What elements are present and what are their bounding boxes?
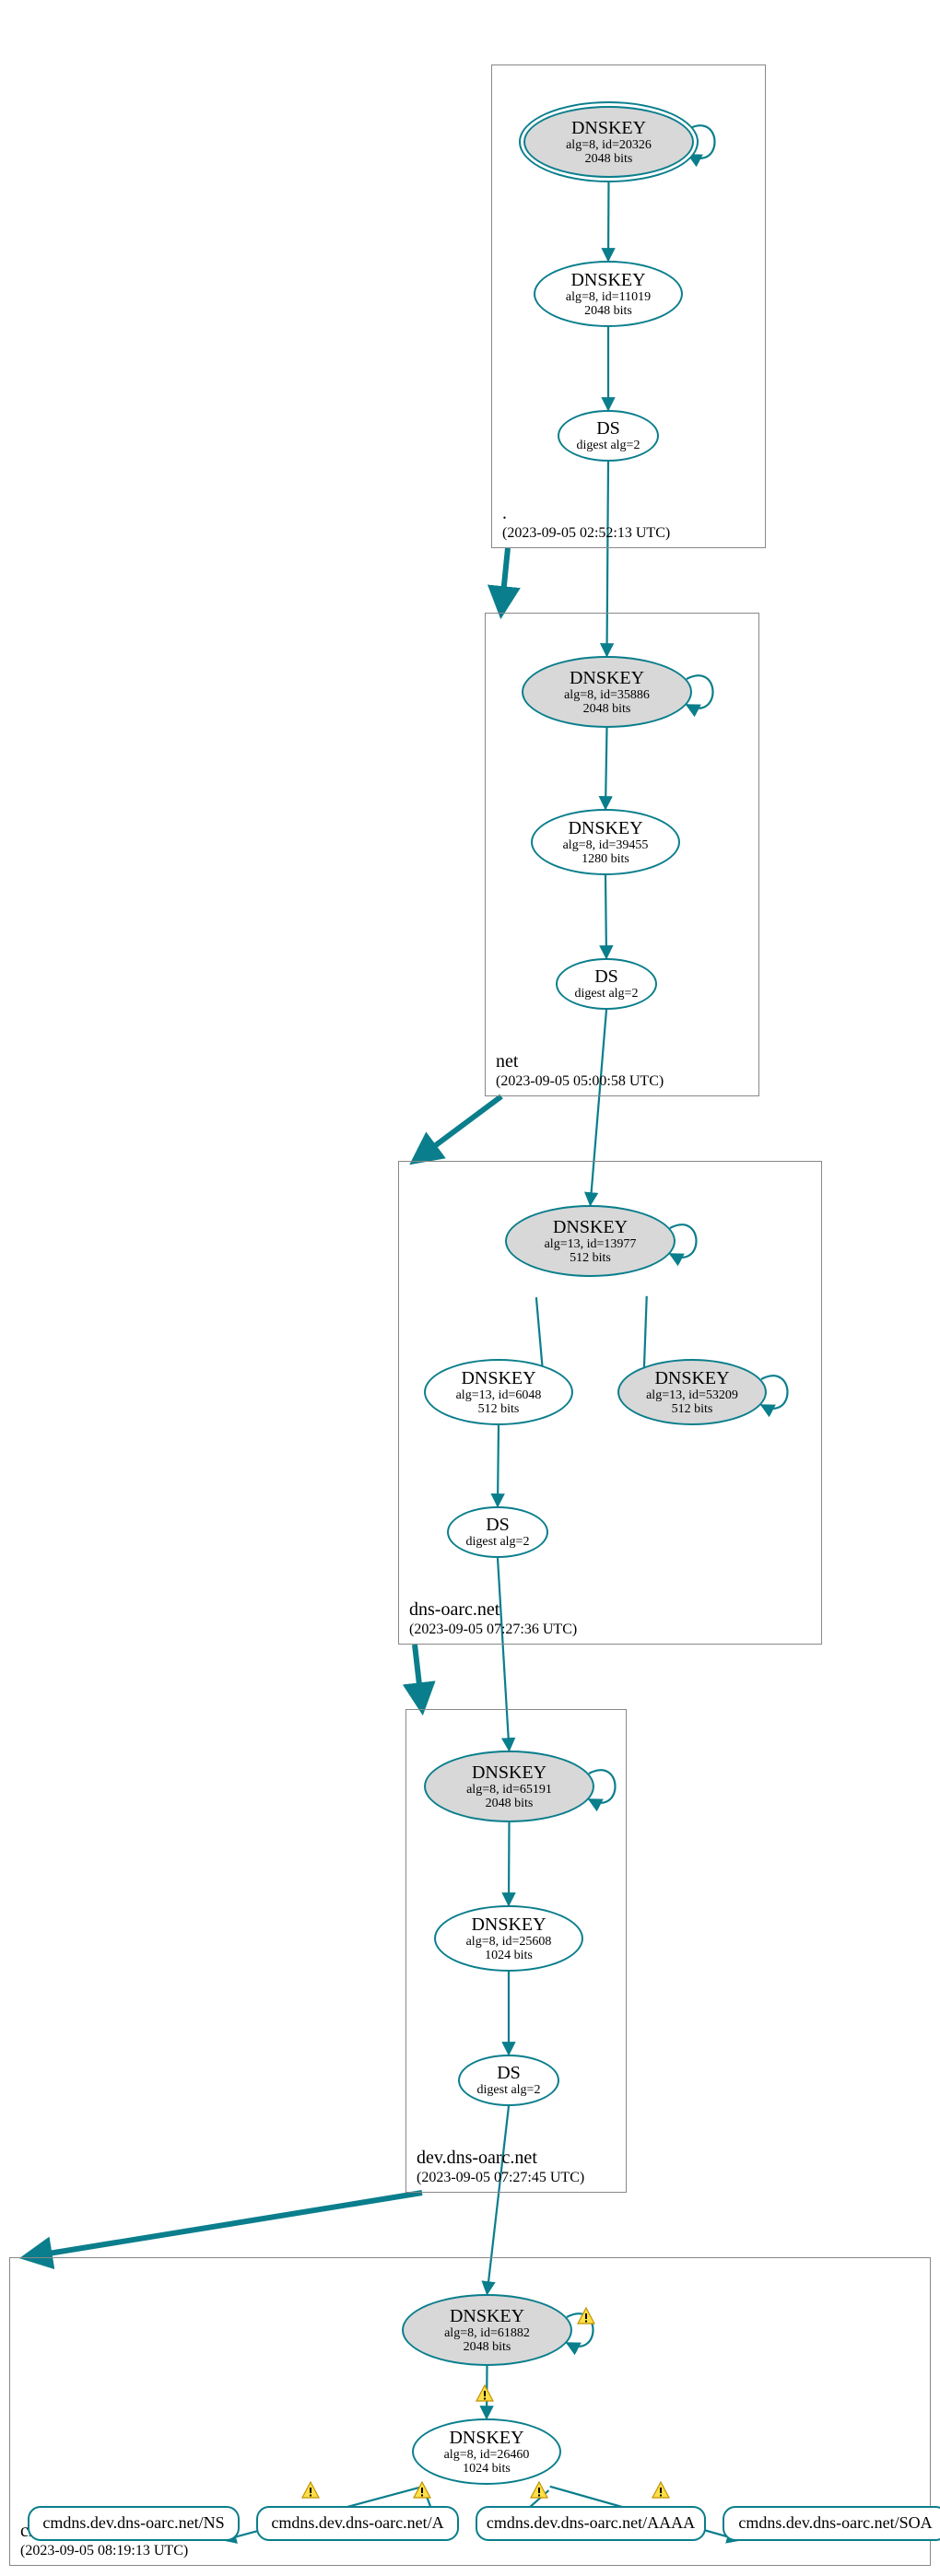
node-net_zsk: DNSKEYalg=8, id=394551280 bits [531, 809, 680, 875]
zone-label-net: net(2023-09-05 05:00:58 UTC) [496, 1050, 664, 1090]
zone-label-dnsoarc: dns-oarc.net(2023-09-05 07:27:36 UTC) [409, 1598, 577, 1638]
node-root_ds: DSdigest alg=2 [558, 410, 659, 462]
warning-icon-r_ns [300, 2480, 321, 2500]
warning-icon-cmdns_ksk [576, 2306, 596, 2326]
warning-icon-r_soa [651, 2480, 671, 2500]
record-r_a: cmdns.dev.dns-oarc.net/A [256, 2506, 459, 2541]
node-net_ds: DSdigest alg=2 [556, 958, 657, 1010]
node-dev_zsk: DNSKEYalg=8, id=256081024 bits [434, 1905, 583, 1972]
node-dev_ds: DSdigest alg=2 [458, 2055, 559, 2106]
node-dev_ksk: DNSKEYalg=8, id=651912048 bits [424, 1751, 594, 1822]
node-oarc_ds: DSdigest alg=2 [447, 1506, 548, 1558]
node-cmdns_ksk: DNSKEYalg=8, id=618822048 bits [402, 2294, 572, 2366]
node-root_ksk: DNSKEYalg=8, id=203262048 bits [523, 106, 694, 178]
node-net_ksk: DNSKEYalg=8, id=358862048 bits [522, 656, 692, 728]
node-root_zsk: DNSKEYalg=8, id=110192048 bits [534, 261, 683, 327]
warning-icon-r_a [412, 2480, 432, 2500]
record-r_aaaa: cmdns.dev.dns-oarc.net/AAAA [476, 2506, 706, 2541]
node-oarc_zsk: DNSKEYalg=13, id=6048512 bits [424, 1359, 573, 1425]
node-cmdns_zsk: DNSKEYalg=8, id=264601024 bits [412, 2418, 561, 2485]
node-oarc_extra: DNSKEYalg=13, id=53209512 bits [617, 1359, 767, 1425]
warning-icon-r_aaaa [529, 2480, 549, 2500]
node-oarc_ksk: DNSKEYalg=13, id=13977512 bits [505, 1205, 676, 1277]
zone-label-root: .(2023-09-05 02:52:13 UTC) [502, 502, 670, 542]
record-r_soa: cmdns.dev.dns-oarc.net/SOA [723, 2506, 940, 2541]
warning-icon-cmdns_ksk [475, 2383, 495, 2404]
record-r_ns: cmdns.dev.dns-oarc.net/NS [28, 2506, 240, 2541]
zone-label-dev: dev.dns-oarc.net(2023-09-05 07:27:45 UTC… [417, 2147, 584, 2186]
